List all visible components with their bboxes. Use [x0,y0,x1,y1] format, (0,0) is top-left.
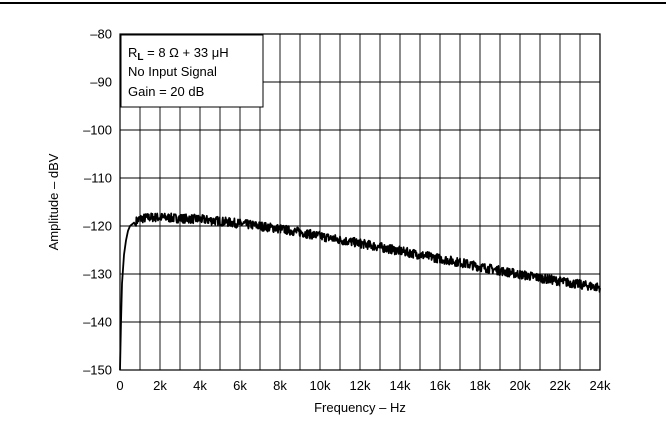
y-tick-label: –110 [84,171,112,186]
grid [120,34,600,370]
x-axis-tick-labels: 0 2k 4k 6k 8k 10k 12k 14k 16k 18k 20k 22k 24k [116,378,611,393]
annotation-box: RL = 8 Ω + 33 μH No Input Signal Gain = … [120,34,264,108]
y-tick-label: –100 [83,123,112,138]
x-tick-label: 14k [390,378,411,393]
y-tick-label: –130 [83,267,112,282]
x-tick-label: 22k [550,378,571,393]
x-tick-label: 16k [430,378,451,393]
noise-trace [119,212,601,371]
x-tick-label: 18k [470,378,491,393]
annotation-gain: Gain = 20 dB [128,84,204,99]
x-tick-label: 20k [510,378,531,393]
x-tick-label: 0 [116,378,123,393]
x-axis-title: Frequency – Hz [314,400,406,415]
y-tick-label: –90 [90,75,112,90]
annotation-load: RL = 8 Ω + 33 μH [128,45,229,63]
plot-frame [119,33,601,371]
x-tick-label: 10k [310,378,331,393]
page-top-rule [0,2,666,4]
annotation-box-frame [120,34,264,108]
y-tick-label: –80 [90,27,112,42]
trace-layer [119,212,601,371]
x-tick-label: 12k [350,378,371,393]
x-tick-label: 24k [590,378,611,393]
y-tick-label: –120 [83,219,112,234]
y-tick-label: –150 [83,363,112,378]
x-tick-label: 4k [193,378,207,393]
y-axis-title: Amplitude – dBV [46,153,61,250]
y-axis-tick-labels: –150 –140 –130 –120 –110 –100 –90 –80 [83,27,112,378]
x-tick-label: 2k [153,378,167,393]
y-tick-label: –140 [83,315,112,330]
x-tick-label: 6k [233,378,247,393]
x-tick-label: 8k [273,378,287,393]
annotation-input: No Input Signal [128,64,217,79]
